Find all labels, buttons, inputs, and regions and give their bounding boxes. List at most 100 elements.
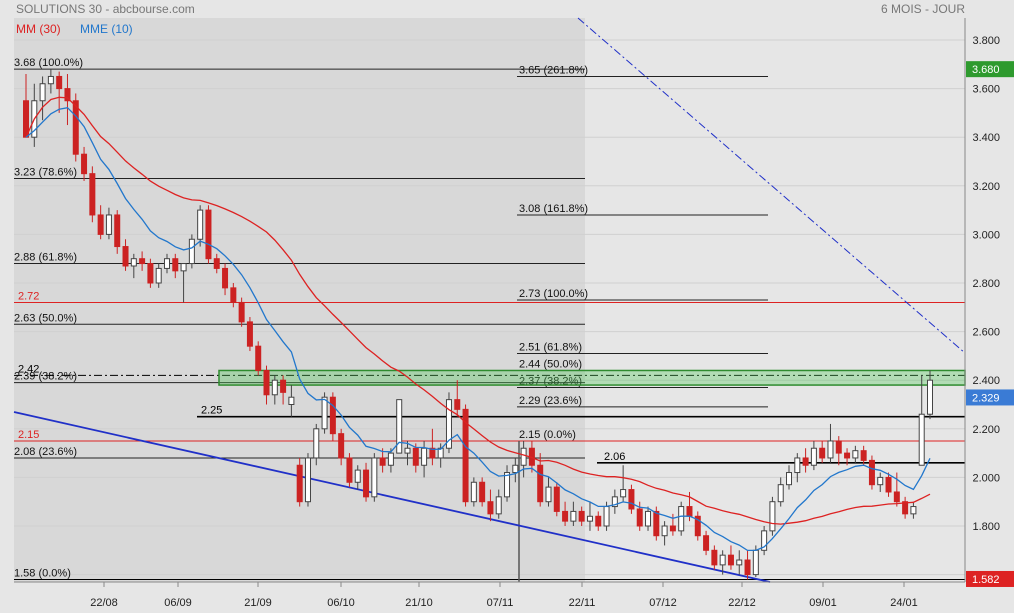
candle-body: [23, 100, 29, 138]
candle-body: [445, 399, 452, 449]
x-tick-label: 22/08: [90, 597, 118, 609]
candle-body: [794, 457, 801, 474]
chart-title: SOLUTIONS 30 - abcbourse.com: [16, 2, 195, 16]
candle-body: [694, 515, 701, 537]
fib-extension-label: 3.65 (261.8%): [519, 64, 588, 76]
candle-body: [462, 408, 469, 503]
candle-body: [147, 263, 154, 284]
support-trendline: [13, 411, 771, 583]
candle-body: [628, 489, 635, 510]
candle-body: [188, 238, 195, 265]
x-tick-label: 24/01: [890, 597, 918, 609]
x-tick-label: 07/11: [487, 597, 514, 609]
candle-body: [363, 469, 370, 498]
candle-body: [64, 88, 71, 102]
candle-body: [238, 301, 245, 323]
candle-body: [39, 83, 46, 102]
candle-body: [835, 440, 842, 454]
candle-body: [155, 267, 162, 284]
price-level-label: 2.42: [18, 363, 39, 375]
candle-body: [47, 75, 54, 85]
y-tick-label: 2.800: [972, 278, 1000, 290]
candle-body: [421, 447, 428, 466]
x-tick-label: 06/09: [164, 597, 192, 609]
candle-body: [437, 447, 444, 459]
candle-body: [163, 258, 170, 269]
candle-body: [661, 525, 668, 537]
candle-body: [645, 510, 652, 527]
candle-body: [280, 379, 287, 393]
candle-body: [545, 486, 552, 503]
candle-body: [711, 549, 718, 566]
candle-body: [769, 501, 776, 532]
resistance-zone: [218, 369, 966, 386]
candle-body: [719, 554, 726, 566]
candle-body: [752, 549, 759, 576]
candle-body: [877, 476, 884, 486]
candle-body: [197, 209, 204, 240]
candle-body: [620, 489, 627, 498]
candle-body: [595, 515, 602, 527]
candle-body: [761, 530, 768, 551]
candle-body: [777, 484, 784, 503]
price-level-label: 2.25: [201, 405, 222, 417]
fib-extension-label: 2.29 (23.6%): [519, 395, 582, 407]
candles: [23, 69, 933, 580]
price-badge-label: 2.329: [972, 392, 1000, 404]
candle-body: [686, 506, 693, 517]
candle-body: [819, 447, 826, 459]
price-levels: 2.72 2.42 2.25 2.15 2.06: [14, 290, 966, 580]
candle-body: [329, 396, 336, 435]
fib-extension-label: 2.44 (50.0%): [519, 358, 582, 370]
candle-body: [611, 496, 618, 508]
candle-body: [354, 469, 361, 483]
candle-body: [81, 153, 88, 175]
candle-body: [180, 263, 187, 272]
candle-body: [902, 501, 909, 515]
candle-body: [97, 214, 104, 235]
chart-period: 6 MOIS - JOUR: [881, 2, 965, 16]
y-tick-label: 3.200: [972, 181, 1000, 193]
candle-body: [927, 379, 933, 415]
x-tick-label: 09/01: [809, 597, 837, 609]
candle-body: [288, 396, 295, 405]
candle-body: [744, 559, 751, 576]
price-level-label: 2.06: [604, 451, 625, 463]
candle-body: [321, 396, 328, 430]
y-tick-label: 3.400: [972, 132, 1000, 144]
candle-body: [56, 75, 63, 90]
candle-body: [89, 173, 96, 216]
candle-body: [562, 510, 569, 522]
candle-body: [412, 447, 419, 466]
candle-body: [885, 476, 892, 493]
candle-body: [130, 258, 137, 267]
x-tick-label: 21/10: [405, 597, 433, 609]
candle-body: [537, 464, 544, 503]
x-tick-label: 21/09: [244, 597, 272, 609]
candle-body: [72, 100, 79, 155]
candle-body: [387, 452, 394, 466]
candle-body: [553, 486, 560, 512]
fib-extension-label: 2.51 (61.8%): [519, 341, 582, 353]
candle-body: [105, 214, 112, 235]
fib-retracement-label: 2.63 (50.0%): [14, 312, 77, 324]
fib-retracement-label: 1.58 (0.0%): [14, 567, 71, 579]
candle-body: [230, 287, 237, 303]
candle-body: [570, 510, 577, 522]
candle-body: [139, 258, 146, 265]
candle-body: [669, 525, 676, 532]
candle-body: [827, 440, 834, 459]
resistance-trendline: [577, 17, 966, 354]
trend-lines: [13, 17, 966, 583]
x-tick-label: 22/11: [569, 597, 596, 609]
candle-body: [487, 501, 494, 515]
candle-body: [504, 472, 511, 498]
y-tick-label: 2.000: [972, 472, 1000, 484]
candle-body: [479, 481, 486, 503]
candle-body: [918, 413, 925, 466]
y-tick-label: 2.200: [972, 424, 1000, 436]
y-tick-label: 2.400: [972, 375, 1000, 387]
candle-body: [255, 345, 262, 371]
candle-body: [246, 321, 253, 347]
candle-body: [371, 457, 378, 498]
